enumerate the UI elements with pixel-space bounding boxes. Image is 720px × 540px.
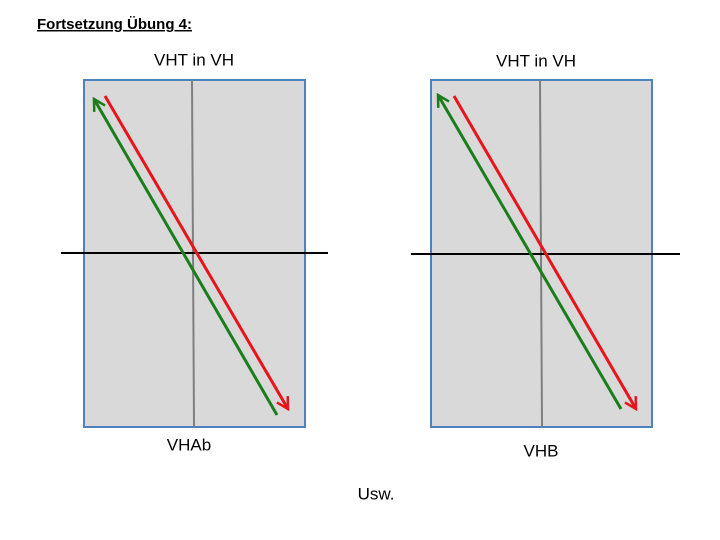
red-arrow [452, 95, 638, 409]
top-label: VHT in VH [154, 50, 234, 69]
bottom-label: VHB [524, 441, 559, 460]
slide-title: Fortsetzung Übung 4: [37, 16, 192, 33]
bottom-label: VHAb [167, 435, 211, 454]
panel-left: VHT in VH VHAb [61, 50, 328, 454]
red-arrow [103, 95, 288, 409]
footer-text: Usw. [358, 484, 395, 503]
panel-right: VHT in VH VHB [411, 51, 680, 460]
green-arrow [92, 99, 279, 416]
green-arrow [438, 95, 623, 410]
top-label: VHT in VH [496, 51, 576, 70]
